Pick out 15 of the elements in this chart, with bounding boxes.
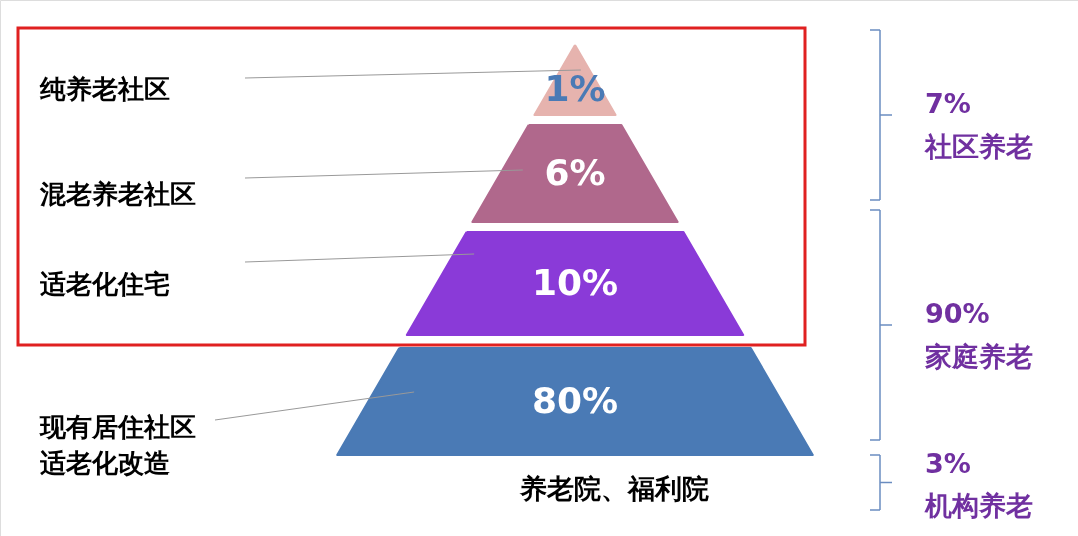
category-label: 混老养老社区 [39,179,196,209]
data-label: 1% [544,68,606,109]
data-label: 6% [544,151,606,193]
category-label: 现有居住社区适老化改造 [39,412,196,478]
text: 养老院、福利院 [519,473,709,504]
data-label: 80% [531,379,619,421]
data-label: 10% [531,261,619,303]
text: 家庭养老 [924,341,1033,372]
text: 机构养老 [924,490,1033,521]
text: 90% [925,298,990,329]
text: 3% [925,448,971,479]
category-label: 适老化住宅 [39,269,170,299]
text: 7% [925,88,971,119]
text: 社区养老 [924,131,1033,162]
category-label: 纯养老社区 [39,74,170,104]
